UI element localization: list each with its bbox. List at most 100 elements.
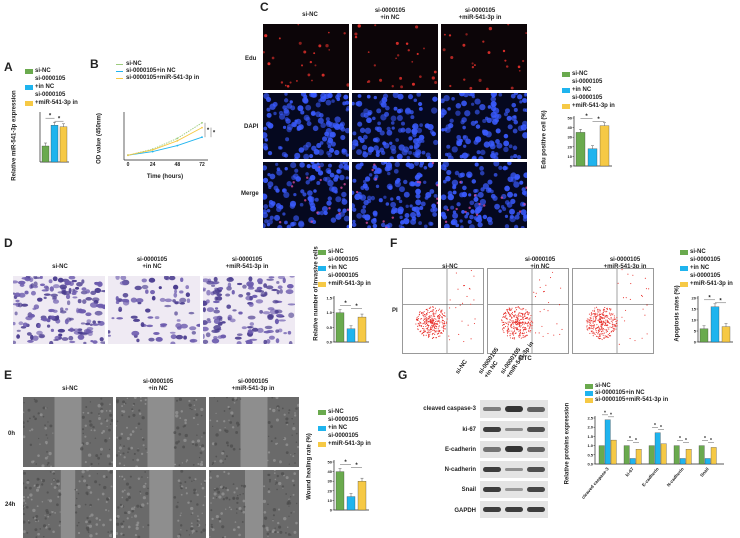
wound-cell (44, 440, 48, 444)
nucleus (315, 102, 321, 108)
sig-star: * (679, 436, 681, 442)
wound-cell (98, 413, 100, 415)
stained-cell (61, 290, 66, 295)
stained-cell (56, 315, 60, 321)
event-dot (427, 324, 429, 326)
nucleus (291, 175, 296, 181)
chart-b-ylabel: OD value (450nm) (96, 113, 103, 164)
bar-0 (575, 132, 586, 167)
event-dot (615, 328, 617, 330)
d-legend-swatch-in-nc (318, 266, 326, 271)
wound-cell (293, 511, 295, 513)
wound-cell (185, 529, 188, 532)
wound-cell (108, 510, 110, 512)
nucleus (310, 93, 317, 98)
event-dot (595, 328, 597, 330)
event-dot (608, 332, 611, 335)
wound-cell (89, 534, 93, 538)
nucleus (331, 99, 335, 103)
wound-cell (267, 451, 271, 454)
wound-cell (23, 411, 25, 414)
wound-cell (140, 428, 142, 430)
wound-cell (218, 495, 222, 499)
nucleus (362, 214, 367, 219)
event-dot (442, 323, 444, 325)
wound-cell (272, 458, 276, 462)
stained-cell (263, 330, 271, 334)
wound-cell (94, 437, 97, 440)
event-dot (516, 319, 519, 321)
wound-cell (216, 400, 219, 402)
event-dot (528, 328, 530, 330)
nucleus (416, 127, 423, 134)
wound-cell (95, 523, 99, 526)
nucleus (293, 193, 297, 197)
event-dot (539, 311, 541, 313)
event-dot (435, 328, 437, 330)
wound-cell (77, 492, 80, 495)
nucleus (372, 116, 376, 121)
event-dot (523, 326, 525, 328)
nucleus (479, 104, 486, 111)
stained-cell (80, 322, 86, 325)
y-tick-label: 1.0 (326, 310, 332, 315)
event-dot (503, 331, 505, 333)
wound-cell (97, 456, 101, 460)
wound-cell (48, 527, 52, 531)
nucleus (432, 96, 438, 102)
wound-cell (211, 463, 214, 466)
chart-b: 0 24 48 72* * (123, 112, 216, 168)
nucleus (503, 140, 510, 147)
wound-cell (118, 475, 121, 478)
edu-cell (346, 83, 349, 87)
wound-cell (90, 463, 93, 465)
event-dot (432, 325, 434, 327)
event-dot (443, 325, 445, 327)
stained-cell (18, 280, 26, 285)
nucleus (517, 125, 524, 132)
stained-cell (40, 317, 47, 321)
y-tick-label: 40 (568, 125, 573, 130)
stained-cell (274, 309, 283, 314)
stained-cell (145, 289, 149, 294)
event-dot (505, 322, 507, 324)
event-dot (598, 338, 601, 340)
event-dot (598, 322, 601, 324)
event-dot (590, 315, 592, 317)
event-dot (597, 319, 599, 321)
wound-cell (201, 486, 205, 490)
edu-cell (436, 197, 438, 200)
event-dot (597, 326, 599, 329)
event-dot (430, 323, 432, 325)
stained-cell (68, 287, 72, 294)
stained-cell (39, 276, 43, 279)
wound-cell (230, 508, 233, 511)
stained-cell (21, 303, 29, 307)
y-tick-label: 20 (692, 296, 697, 301)
event-dot (436, 326, 438, 328)
event-dot (601, 313, 603, 315)
stained-cell (248, 302, 254, 307)
wb-band (527, 427, 545, 432)
nucleus (514, 224, 519, 228)
event-dot (612, 327, 614, 329)
micrograph-texture (23, 470, 113, 538)
event-dot (435, 323, 437, 325)
nucleus (430, 208, 435, 213)
edu-cell (418, 181, 422, 184)
nucleus (305, 180, 310, 185)
event-dot (506, 335, 508, 337)
sig-star: * (49, 114, 52, 120)
stained-cell (277, 285, 283, 290)
wound-cell (41, 479, 46, 483)
nucleus (298, 147, 305, 153)
event-dot (613, 325, 615, 327)
nucleus (359, 138, 365, 144)
event-dot (440, 310, 442, 312)
e-legend-si-0000105: si-0000105 (328, 417, 359, 423)
stained-cell (168, 276, 176, 281)
wound-cell (227, 405, 230, 409)
wound-cell (135, 523, 139, 527)
event-dot (442, 320, 445, 322)
event-dot (425, 322, 427, 324)
